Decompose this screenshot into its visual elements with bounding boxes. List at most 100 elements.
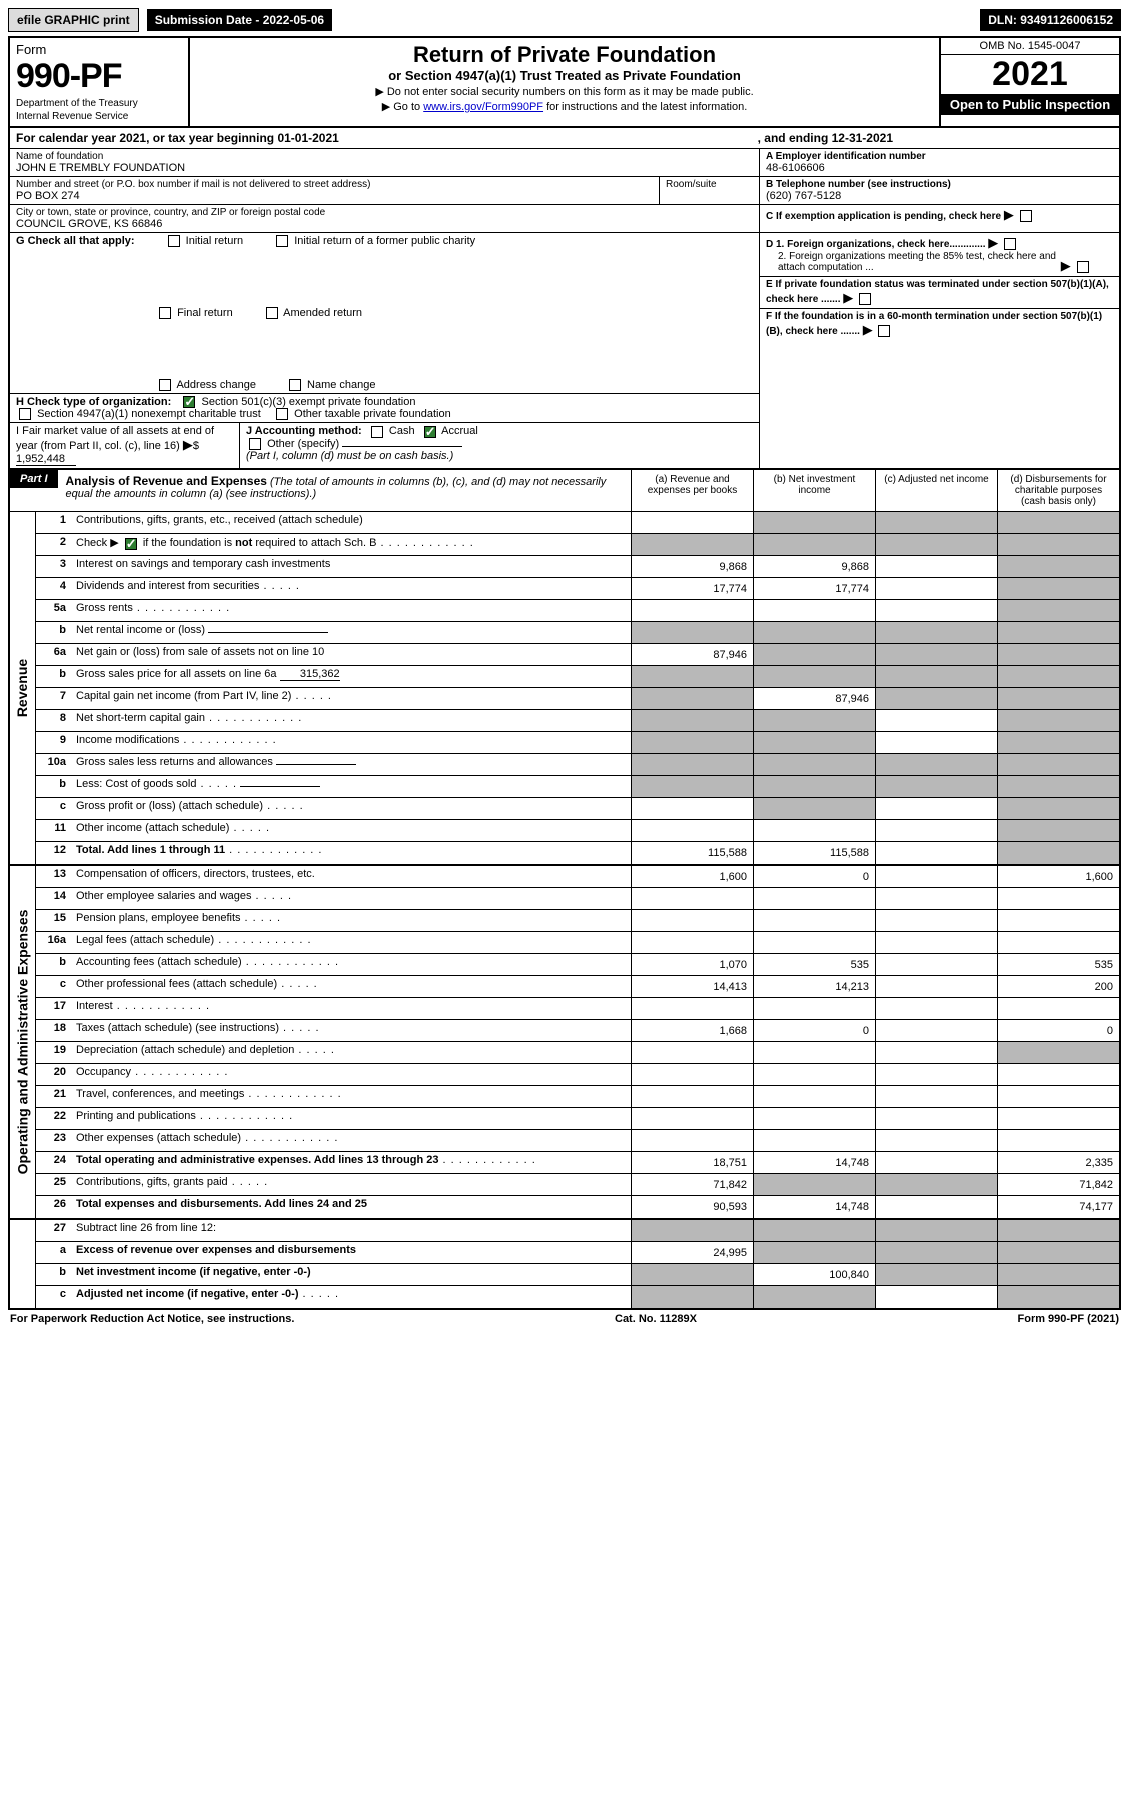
dept-treasury: Department of the Treasury [16,98,182,109]
row-12: Total. Add lines 1 through 11 [72,842,631,864]
r16b-d: 535 [997,954,1119,975]
row-1: Contributions, gifts, grants, etc., rece… [72,512,631,533]
e-checkbox[interactable] [859,293,871,305]
room-label: Room/suite [666,179,753,190]
row-4: Dividends and interest from securities [72,578,631,599]
r13-b: 0 [753,866,875,887]
form-number: 990-PF [16,57,182,96]
city-state-zip: COUNCIL GROVE, KS 66846 [16,218,753,230]
f-checkbox[interactable] [878,325,890,337]
j-accrual: Accrual [441,425,478,437]
r24-a: 18,751 [631,1152,753,1173]
r27b-b: 100,840 [753,1264,875,1285]
expenses-section-label: Operating and Administrative Expenses [10,866,36,1218]
row-26: Total expenses and disbursements. Add li… [72,1196,631,1218]
revenue-section-label: Revenue [10,512,36,864]
row-22: Printing and publications [72,1108,631,1129]
c-label: C If exemption application is pending, c… [766,211,1001,222]
g-amended-checkbox[interactable] [266,307,278,319]
goto-link[interactable]: ▶ Go to www.irs.gov/Form990PF for instru… [198,100,931,113]
g-name-checkbox[interactable] [289,379,301,391]
r16c-a: 14,413 [631,976,753,997]
r4-b: 17,774 [753,578,875,599]
row-10b: Less: Cost of goods sold [72,776,631,797]
part1-title: Analysis of Revenue and Expenses [66,474,267,488]
g-opt-4: Address change [176,379,256,391]
foundation-name: JOHN E TREMBLY FOUNDATION [16,162,753,174]
row-17: Interest [72,998,631,1019]
r7-b: 87,946 [753,688,875,709]
ssn-warning: ▶ Do not enter social security numbers o… [198,85,931,98]
form-title: Return of Private Foundation [198,42,931,68]
calendar-year-end: , and ending 12-31-2021 [758,131,893,145]
r12-b: 115,588 [753,842,875,864]
h-501c3-checkbox[interactable] [183,396,195,408]
g-opt-3: Amended return [283,307,362,319]
row-27c: Adjusted net income (if negative, enter … [72,1286,631,1308]
row-27b: Net investment income (if negative, ente… [72,1264,631,1285]
row-19: Depreciation (attach schedule) and deple… [72,1042,631,1063]
row-25: Contributions, gifts, grants paid [72,1174,631,1195]
j-accrual-checkbox[interactable] [424,426,436,438]
g-address-checkbox[interactable] [159,379,171,391]
h-4947-checkbox[interactable] [19,408,31,420]
submission-date: Submission Date - 2022-05-06 [147,9,332,31]
j-other-checkbox[interactable] [249,438,261,450]
paperwork-notice: For Paperwork Reduction Act Notice, see … [10,1313,294,1325]
g-final-checkbox[interactable] [159,307,171,319]
irs-link[interactable]: www.irs.gov/Form990PF [423,101,543,113]
r3-b: 9,868 [753,556,875,577]
f-label: F If the foundation is in a 60-month ter… [766,311,1102,337]
i-value: 1,952,448 [16,453,76,466]
d2-checkbox[interactable] [1077,261,1089,273]
schb-checkbox[interactable] [125,538,137,550]
r16c-d: 200 [997,976,1119,997]
h-opt-3: Other taxable private foundation [294,408,451,420]
j-cash-checkbox[interactable] [371,426,383,438]
g-opt-1: Initial return of a former public charit… [294,235,475,247]
r26-d: 74,177 [997,1196,1119,1218]
j-cash: Cash [389,425,415,437]
r16c-b: 14,213 [753,976,875,997]
form-title-block: Return of Private Foundation or Section … [190,38,939,126]
row-10a: Gross sales less returns and allowances [72,754,631,775]
r27a-a: 24,995 [631,1242,753,1263]
tax-year: 2021 [941,55,1119,94]
row-5b: Net rental income or (loss) [72,622,631,643]
r13-a: 1,600 [631,866,753,887]
row-9: Income modifications [72,732,631,753]
h-label: H Check type of organization: [16,396,171,408]
g-opt-0: Initial return [186,235,243,247]
form-footer: Form 990-PF (2021) [1018,1313,1119,1325]
g-former-checkbox[interactable] [276,235,288,247]
row-24: Total operating and administrative expen… [72,1152,631,1173]
address: PO BOX 274 [16,190,653,202]
omb-number: OMB No. 1545-0047 [941,38,1119,55]
row-16a: Legal fees (attach schedule) [72,932,631,953]
r4-a: 17,774 [631,578,753,599]
r26-a: 90,593 [631,1196,753,1218]
row-14: Other employee salaries and wages [72,888,631,909]
row-15: Pension plans, employee benefits [72,910,631,931]
h-other-checkbox[interactable] [276,408,288,420]
r16b-b: 535 [753,954,875,975]
h-opt-1: Section 501(c)(3) exempt private foundat… [201,396,415,408]
c-checkbox[interactable] [1020,210,1032,222]
ein: 48-6106606 [766,162,1113,174]
dln: DLN: 93491126006152 [980,9,1121,31]
row-11: Other income (attach schedule) [72,820,631,841]
r26-b: 14,748 [753,1196,875,1218]
g-opt-2: Final return [177,307,233,319]
row-5a: Gross rents [72,600,631,621]
efile-button[interactable]: efile GRAPHIC print [8,8,139,32]
tel-label: B Telephone number (see instructions) [766,179,1113,190]
r24-d: 2,335 [997,1152,1119,1173]
row-27a: Excess of revenue over expenses and disb… [72,1242,631,1263]
h-opt-2: Section 4947(a)(1) nonexempt charitable … [37,408,261,420]
r18-d: 0 [997,1020,1119,1041]
g-opt-5: Name change [307,379,376,391]
d1-checkbox[interactable] [1004,238,1016,250]
part1-label: Part I [10,470,58,488]
g-initial-checkbox[interactable] [168,235,180,247]
row-10c: Gross profit or (loss) (attach schedule) [72,798,631,819]
